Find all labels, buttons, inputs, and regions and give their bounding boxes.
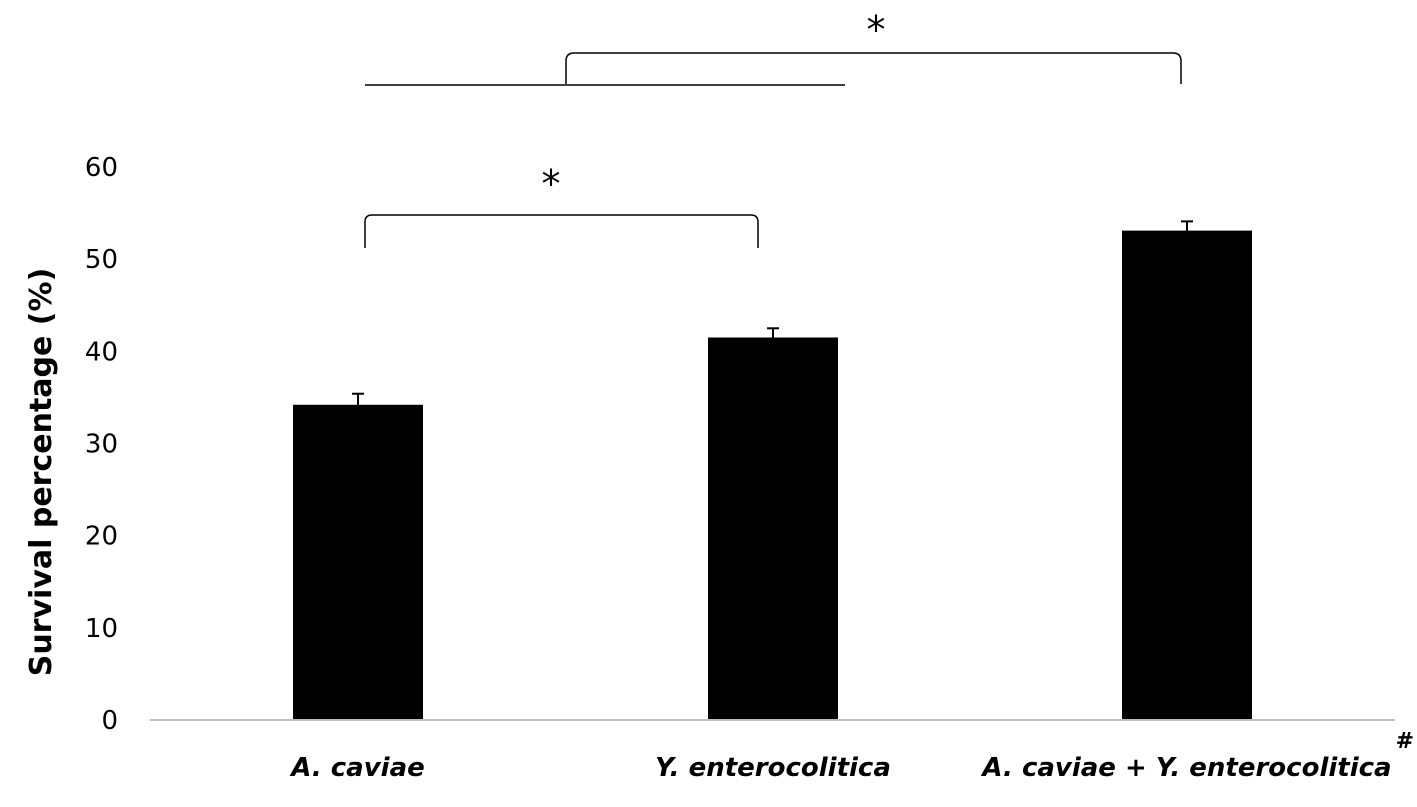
category-superscript: # (1396, 729, 1414, 754)
bar (1122, 230, 1252, 720)
bracket-1-path (364, 214, 759, 248)
y-tick-label: 20 (85, 522, 118, 552)
y-tick-label: 0 (101, 706, 118, 736)
bar (708, 337, 838, 720)
error-bars (352, 220, 1193, 405)
bar (293, 404, 423, 720)
category-labels: A. caviae Y. enterocolitica A. caviae + Y.… (289, 729, 1414, 783)
y-tick-labels: 0 10 20 30 40 50 60 (85, 153, 118, 736)
category-label: Y. enterocolitica (655, 753, 891, 783)
significance-star-1: * (542, 162, 561, 206)
category-label: A. caviae (289, 753, 425, 783)
significance-star-2: * (867, 8, 886, 52)
category-label: A. caviae + Y. enterocolitica (980, 753, 1391, 783)
y-tick-label: 10 (85, 614, 118, 644)
y-tick-label: 30 (85, 430, 118, 460)
significance-bracket-1 (364, 214, 759, 248)
y-tick-label: 50 (85, 245, 118, 275)
y-axis-title: Survival percentage (%) (24, 268, 59, 677)
y-tick-label: 40 (85, 337, 118, 367)
y-tick-label: 60 (85, 153, 118, 183)
significance-bracket-2 (565, 52, 1182, 84)
bars (293, 230, 1252, 720)
bracket-2-path (565, 52, 1182, 84)
